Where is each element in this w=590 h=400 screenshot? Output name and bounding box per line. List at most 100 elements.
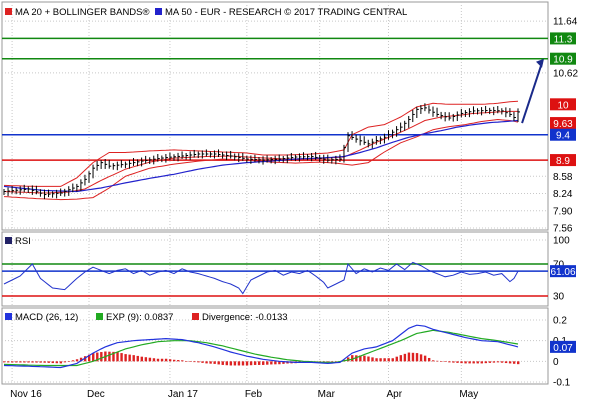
- divergence-bar: [181, 360, 184, 362]
- divergence-bar: [233, 361, 237, 366]
- macd-line: [3, 324, 519, 369]
- price-y-tick: 10.62: [553, 68, 578, 79]
- divergence-bar: [205, 361, 208, 364]
- divergence-bar: [419, 354, 423, 362]
- divergence-bar: [92, 353, 95, 362]
- divergence-bar: [249, 361, 253, 366]
- divergence-bar: [476, 361, 479, 364]
- divergence-bar: [19, 361, 22, 363]
- divergence-bar: [116, 352, 119, 362]
- divergence-bar: [512, 361, 516, 364]
- divergence-bar: [274, 361, 277, 365]
- level-badge-9.63-bg: [550, 117, 576, 130]
- divergence-bar: [395, 356, 398, 362]
- divergence-bar: [229, 361, 233, 366]
- divergence-bar: [177, 360, 180, 362]
- divergence-bar: [351, 355, 354, 362]
- divergence-bar: [262, 361, 265, 365]
- divergence-bar: [23, 361, 26, 363]
- divergence-bar: [144, 357, 148, 362]
- rsi-legend: RSI: [5, 236, 31, 247]
- level-badge-8.9: 8.9: [556, 156, 570, 167]
- x-tick-label: Feb: [245, 389, 263, 400]
- divergence-bar: [444, 361, 447, 362]
- divergence-bar: [367, 356, 370, 362]
- divergence-bar: [71, 360, 75, 362]
- macd-y-tick: 0.2: [553, 316, 567, 327]
- divergence-bar: [500, 361, 504, 363]
- divergence-bar: [128, 354, 131, 362]
- divergence-bar: [132, 355, 135, 362]
- x-tick-label: Dec: [87, 389, 105, 400]
- rsi-badge-bg: [550, 265, 576, 278]
- divergence-bar: [460, 361, 463, 364]
- price-y-tick: 8.24: [553, 189, 573, 200]
- divergence-bar: [3, 361, 6, 363]
- ma20-line: [3, 110, 518, 194]
- divergence-bar: [359, 355, 362, 362]
- divergence-bar: [484, 361, 488, 364]
- legend-divergence-label: Divergence: -0.0133: [202, 312, 288, 323]
- divergence-bar: [472, 361, 475, 364]
- divergence-bar: [124, 354, 127, 362]
- divergence-bar: [148, 357, 152, 362]
- price-y-tick: 8.58: [553, 172, 573, 183]
- divergence-bar: [209, 361, 212, 364]
- macd-y-tick: -0.1: [553, 378, 571, 389]
- level-badge-9.4-bg: [550, 128, 576, 141]
- divergence-bar: [407, 352, 411, 362]
- divergence-bar: [403, 353, 407, 362]
- divergence-bar: [278, 361, 281, 365]
- divergence-bar: [156, 358, 160, 362]
- level-badge-10.9: 10.9: [553, 55, 573, 66]
- divergence-bar: [375, 358, 378, 362]
- divergence-bar: [391, 358, 394, 362]
- divergence-bar: [379, 358, 382, 362]
- x-tick-label: May: [459, 389, 478, 400]
- price-legend: MA 20 + BOLLINGER BANDS® MA 50 - EUR - R…: [5, 7, 407, 18]
- divergence-bar: [488, 361, 492, 363]
- divergence-bar: [79, 357, 83, 362]
- divergence-bar: [282, 361, 285, 364]
- divergence-bar: [241, 361, 245, 366]
- rsi-line: [3, 261, 519, 295]
- divergence-bar: [225, 361, 228, 366]
- level-badge-9.4: 9.4: [556, 131, 570, 142]
- divergence-bar: [492, 361, 496, 363]
- price-y-tick: 11.64: [553, 17, 578, 28]
- macd-badge-bg: [550, 340, 576, 353]
- divergence-bar: [480, 361, 483, 364]
- divergence-bar: [355, 355, 358, 362]
- divergence-bar: [39, 361, 42, 363]
- rsi-badge: 61.06: [550, 267, 575, 278]
- projection-arrow: [521, 62, 543, 124]
- divergence-bar: [193, 361, 196, 363]
- level-badge-10: 10: [557, 100, 569, 111]
- divergence-bar: [100, 352, 103, 362]
- divergence-bar: [67, 361, 71, 362]
- divergence-bar: [47, 361, 50, 363]
- x-tick-label: Mar: [318, 389, 336, 400]
- divergence-bar: [427, 357, 431, 362]
- divergence-bar: [387, 358, 390, 362]
- divergence-bar: [237, 361, 241, 366]
- divergence-bar: [270, 361, 273, 365]
- divergence-bar: [27, 361, 30, 363]
- divergence-bar: [59, 361, 63, 364]
- red-square-icon: [5, 8, 12, 15]
- divergence-bar: [456, 361, 459, 363]
- navy-square-icon: [5, 237, 12, 244]
- divergence-bar: [330, 361, 334, 363]
- level-badge-8.9-bg: [550, 154, 576, 167]
- macd-layer: [3, 324, 520, 369]
- rsi-layer: [2, 261, 548, 297]
- divergence-bar: [452, 361, 455, 363]
- legend-ma20-label: MA 20 + BOLLINGER BANDS®: [15, 7, 150, 18]
- legend-ma50-label: MA 50 - EUR - RESEARCH © 2017 TRADING CE…: [165, 7, 407, 18]
- x-tick-label: Apr: [386, 389, 402, 400]
- bollinger-upper-line: [3, 100, 519, 187]
- divergence-bar: [11, 361, 14, 363]
- divergence-bar: [201, 361, 204, 363]
- x-tick-label: Nov 16: [10, 389, 42, 400]
